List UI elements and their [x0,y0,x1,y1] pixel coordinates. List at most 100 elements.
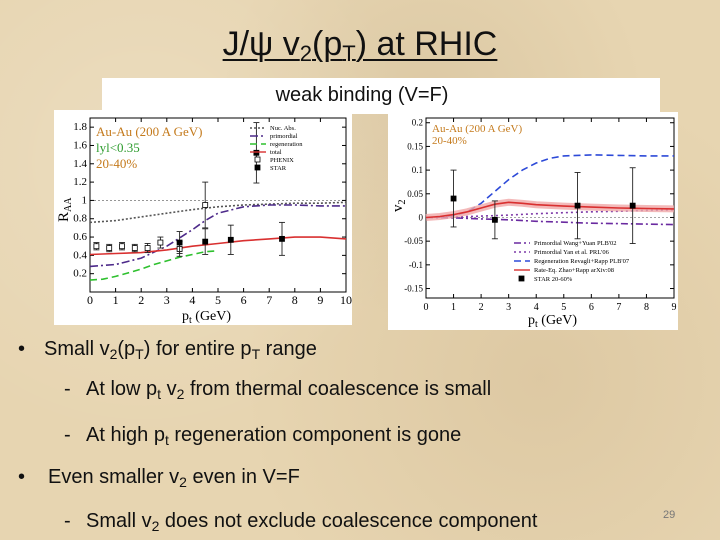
x-tick-label: 5 [561,302,566,313]
data-point [629,202,636,209]
y-tick-label: 1 [82,194,88,206]
y-tick-label: -0.1 [409,260,423,270]
y-tick-label: 1.6 [73,139,87,151]
x-tick-label: 0 [424,302,429,313]
y-tick-label: 0.6 [73,231,87,243]
x-tick-label: 2 [138,293,144,307]
legend-label: primordial [270,133,298,140]
v2-chart: 0 1 2 3 4 5 6 7 8 9 -0.15 -0.1 -0.05 0 0.05 0.1 0.15 0.2 p… [390,117,677,330]
legend-label: Rate-Eq. Zhao+Rapp arXiv:08 [534,267,614,274]
subtitle-box [102,78,660,114]
y-tick-label: 1.8 [73,121,87,133]
legend-label: total [270,149,282,156]
data-point [253,149,260,156]
legend-swatch [254,164,261,171]
legend-label: Regeneration Revagli+Rapp PLB'07 [534,258,630,265]
bullet-marker: • [18,466,26,488]
annotation-text: 20-40% [432,135,467,147]
raa-chart-panel: 0 1 2 3 4 5 6 7 8 9 10 0.2 0.4 0.6 0.8 1 1.2 1.4 1.6 1.8 pt … [54,110,352,326]
data-point [202,238,209,245]
y-tick-label: 1.4 [73,158,87,170]
data-point [279,235,285,242]
legend-label: Nuc. Abs. [270,125,296,132]
x-tick-label: 4 [189,293,195,307]
series-line-1 [89,204,346,268]
legend-label: PHENIX [270,157,294,164]
y-tick-label: 0.1 [412,165,423,175]
y-axis-label: RAA [56,197,74,222]
x-tick-label: 3 [506,302,511,313]
bullet-text: At high pt regeneration component is gon… [86,424,462,448]
x-tick-label: 10 [340,293,352,307]
y-tick-label: 0 [419,212,424,222]
data-point [157,239,164,246]
data-point [93,243,100,250]
series-line-0 [89,201,347,224]
annotation-text: lyl<0.35 [96,140,140,155]
slide-title: J/ψ v2(pT) at RHIC [222,25,498,66]
data-point [119,243,125,250]
bullet-marker: - [64,378,71,400]
series-line-0 [425,154,674,219]
x-tick-label: 7 [616,302,621,313]
legend-swatch [518,275,525,282]
data-point [491,216,498,223]
x-tick-label: 5 [215,293,221,307]
data-point [227,236,234,243]
y-tick-label: 0.05 [407,189,423,199]
series-line-3 [89,236,347,256]
bullet-marker: - [64,424,71,446]
legend-label: STAR 20-60% [534,276,573,283]
data-point [450,195,457,202]
bullet-text: Small v2 does not exclude coalescence co… [86,510,538,534]
annotation-text: Au-Au (200 A GeV) [432,123,522,135]
x-axis-label: pt (GeV) [528,313,577,330]
series-band [425,198,675,221]
data-point [202,202,209,208]
data-point [131,245,138,251]
x-tick-label: 0 [87,293,93,307]
x-tick-label: 2 [479,302,484,313]
x-tick-label: 4 [534,302,539,313]
bullet-marker: - [64,510,71,532]
legend-label: STAR [270,165,287,172]
x-axis-label: pt (GeV) [182,309,231,325]
series-line-3 [425,201,675,219]
bullet-text: Small v2(pT) for entire pT range [44,338,317,362]
y-tick-label: 0.2 [73,268,87,280]
annotation-text: Au-Au (200 A GeV) [96,124,203,139]
legend-label: regeneration [270,141,303,148]
v2-chart-panel: 0 1 2 3 4 5 6 7 8 9 -0.15 -0.1 -0.05 0 0.05 0.1 0.15 0.2 p… [388,112,678,330]
x-tick-label: 1 [451,302,456,313]
series-line-2 [89,250,219,281]
legend-label: Primordial Wang+Yuan PLB'02 [534,240,617,247]
y-tick-label: 0.8 [73,213,87,225]
legend-swatch [254,156,261,163]
x-tick-label: 3 [164,293,170,307]
data-point [144,245,151,251]
data-point [574,202,581,209]
x-tick-label: 1 [113,293,119,307]
y-tick-label: 0.2 [412,118,423,128]
bullet-marker: • [18,338,26,360]
y-tick-label: 0.4 [73,249,87,261]
x-tick-label: 8 [644,302,649,313]
x-tick-label: 6 [589,302,594,313]
series-line-1 [425,216,675,226]
x-tick-label: 6 [241,293,247,307]
data-point [106,245,113,251]
legend-label: Primordial Yan et al. PRL'06 [534,249,610,256]
page-number: 29 [663,509,676,521]
subtitle: weak binding (V=F) [275,84,449,106]
x-tick-label: 8 [292,293,298,307]
y-axis-label: v2 [390,200,408,213]
bullet-text: Even smaller v2 even in V=F [48,466,300,490]
bullet-text: At low pt v2 from thermal coalescence is… [86,378,492,402]
data-point [176,239,183,246]
annotation-text: 20-40% [96,156,137,171]
y-tick-label: -0.05 [404,236,423,246]
y-tick-label: 1.2 [73,176,87,188]
y-tick-label: 0.15 [407,141,423,151]
x-tick-label: 7 [266,293,272,307]
y-tick-label: -0.15 [404,284,423,294]
